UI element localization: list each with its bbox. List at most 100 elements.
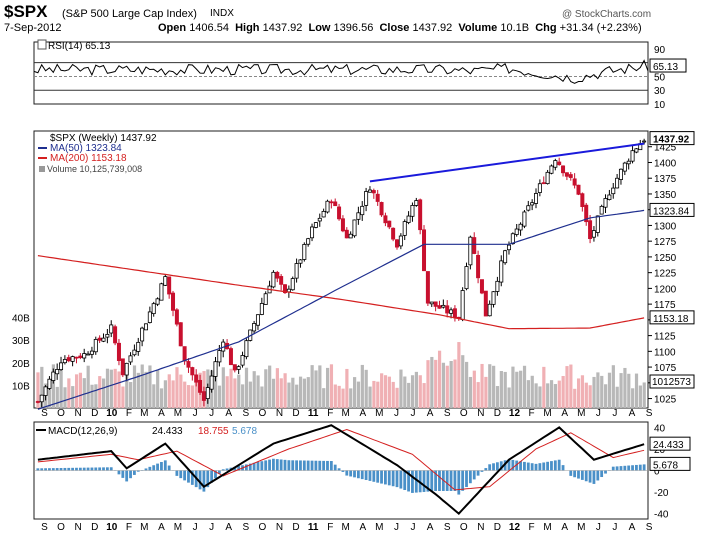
macd-x-label: A — [225, 522, 232, 533]
price-x-label: S — [444, 408, 451, 419]
candle-body — [615, 177, 620, 189]
volume-bar — [295, 384, 299, 408]
volume-bar — [588, 385, 592, 408]
price-x-label: S — [41, 408, 48, 419]
candle-body — [298, 259, 303, 264]
volume-bar — [453, 359, 457, 408]
macd-histogram-bar — [507, 459, 511, 471]
price-x-label: J — [193, 408, 198, 419]
volume-bar — [642, 382, 646, 408]
candle-body — [182, 346, 187, 362]
volume-bar — [74, 374, 79, 408]
candle-body — [526, 205, 531, 211]
candle-body — [186, 361, 191, 368]
macd-histogram-bar — [36, 468, 40, 471]
macd-histogram-bar — [314, 460, 318, 471]
macd-histogram-bar — [411, 470, 414, 493]
macd-histogram-bar — [94, 467, 98, 471]
price-x-label: J — [596, 408, 601, 419]
candle-body — [410, 205, 415, 217]
macd-histogram-bar — [225, 468, 229, 471]
macd-histogram-bar — [310, 460, 314, 471]
candle-body — [340, 218, 345, 232]
macd-histogram-bar — [476, 470, 480, 476]
price-tick-label: 1200 — [654, 284, 677, 295]
volume-bar — [349, 388, 353, 408]
volume-bar — [63, 387, 67, 408]
candle-body — [167, 276, 172, 295]
macd-histogram-bar — [326, 460, 329, 471]
volume-bar — [40, 366, 44, 408]
candle-body — [522, 211, 527, 227]
volume-bar — [51, 364, 56, 408]
macd-histogram-bar — [611, 466, 615, 471]
volume-bar — [175, 367, 179, 408]
candle-body — [286, 288, 291, 293]
candle-body — [294, 263, 299, 279]
volume-bar — [542, 366, 546, 408]
volume-tick-label: 10B — [12, 381, 30, 392]
candle-body — [394, 239, 399, 248]
candle-body — [495, 280, 500, 292]
candle-body — [595, 215, 600, 233]
macd-histogram-bar — [322, 460, 326, 471]
macd-x-label: A — [561, 522, 568, 533]
macd-histogram-bar — [337, 468, 341, 471]
macd-histogram-bar — [538, 463, 542, 471]
macd-histogram-bar — [329, 461, 333, 471]
price-x-label: F — [529, 408, 535, 419]
macd-x-label: N — [477, 522, 484, 533]
candle-body — [325, 200, 330, 213]
candle-body — [232, 364, 237, 371]
macd-histogram-bar — [484, 468, 488, 471]
macd-histogram-bar — [248, 463, 252, 471]
macd-histogram-bar — [430, 470, 434, 492]
candle-body — [163, 276, 168, 286]
macd-histogram-bar — [44, 468, 47, 471]
volume-bar — [244, 367, 249, 408]
macd-histogram-bar — [102, 467, 105, 471]
macd-x-label: 12 — [509, 522, 521, 533]
macd-histogram-bar — [596, 470, 600, 481]
macd-x-label: M — [174, 522, 182, 533]
last-value-box — [649, 310, 695, 325]
volume-bar — [604, 384, 608, 408]
macd-histogram-bar — [387, 470, 391, 486]
volume-bar — [569, 364, 573, 408]
volume-bar — [430, 356, 434, 408]
candle-body — [159, 283, 164, 301]
macd-x-label: F — [126, 522, 132, 533]
price-x-label: A — [629, 408, 636, 419]
candle-body — [530, 202, 535, 206]
close-value: 1437.92 — [412, 22, 453, 34]
volume-bar — [619, 373, 623, 408]
macd-histogram-bar — [349, 470, 353, 477]
rsi-line — [33, 59, 649, 84]
volume-bar — [94, 384, 98, 408]
macd-histogram-bar — [534, 463, 538, 471]
candle-body — [101, 337, 106, 342]
price-x-label: 10 — [106, 408, 118, 419]
macd-histogram-bar — [453, 470, 457, 491]
macd-histogram-bar — [580, 470, 584, 480]
candle-body — [290, 278, 295, 291]
macd-histogram-bar — [434, 470, 438, 491]
macd-tick-label: 40 — [654, 423, 666, 434]
ma50-line — [37, 209, 645, 410]
volume-bar — [345, 368, 349, 408]
macd-histogram-bar — [561, 465, 565, 471]
macd-histogram-bar — [136, 470, 140, 472]
macd-histogram-bar — [190, 470, 194, 485]
macd-histogram-bar — [577, 470, 580, 479]
macd-histogram-bar — [214, 470, 217, 479]
volume-bar — [260, 386, 264, 408]
candle-body — [140, 327, 145, 342]
volume-bar — [557, 380, 561, 408]
candle-body — [155, 298, 160, 305]
rsi-legend: RSI(14) 65.13 — [48, 41, 111, 52]
macd-x-label: J — [612, 522, 617, 533]
volume-bar — [607, 372, 612, 408]
volume-bar — [148, 365, 152, 408]
